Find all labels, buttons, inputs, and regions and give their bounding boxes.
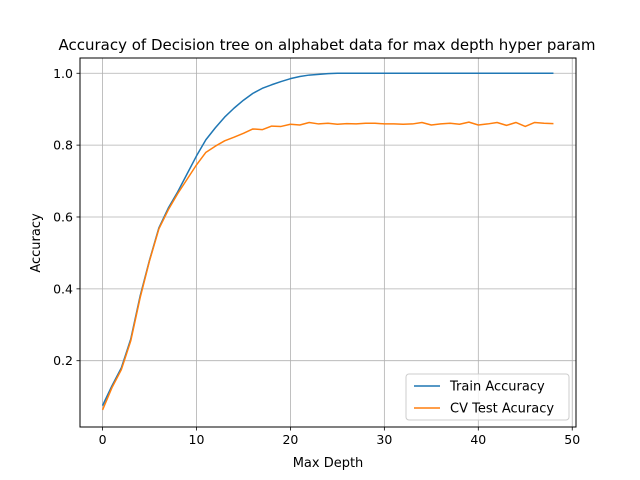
x-tick-label: 10 xyxy=(189,432,205,447)
chart-title: Accuracy of Decision tree on alphabet da… xyxy=(58,36,595,54)
grid-lines xyxy=(80,58,576,427)
legend: Train Accuracy CV Test Acuracy xyxy=(405,373,570,421)
legend-label: CV Test Acuracy xyxy=(450,402,554,417)
x-tick-label: 20 xyxy=(282,432,298,447)
cv-test-accuracy-line xyxy=(101,121,554,411)
legend-label: Train Accuracy xyxy=(449,380,545,395)
train-accuracy-line xyxy=(101,72,554,406)
legend-box xyxy=(405,373,570,421)
x-axis-label: Max Depth xyxy=(293,456,364,471)
y-tick-label: 0.6 xyxy=(53,209,73,224)
y-tick-label: 1.0 xyxy=(53,66,73,81)
axis-ticks: 0 10 20 30 40 50 0.2 0.4 0.6 0.8 1.0 xyxy=(53,66,580,447)
x-tick-label: 50 xyxy=(564,432,580,447)
y-tick-label: 0.8 xyxy=(53,138,73,153)
y-tick-label: 0.2 xyxy=(53,353,73,368)
x-tick-label: 40 xyxy=(470,432,486,447)
y-axis-label: Accuracy xyxy=(29,213,44,273)
series-lines xyxy=(101,72,554,411)
x-tick-label: 0 xyxy=(99,432,107,447)
y-tick-label: 0.4 xyxy=(53,281,73,296)
plot-frame xyxy=(79,57,577,428)
x-tick-label: 30 xyxy=(376,432,392,447)
